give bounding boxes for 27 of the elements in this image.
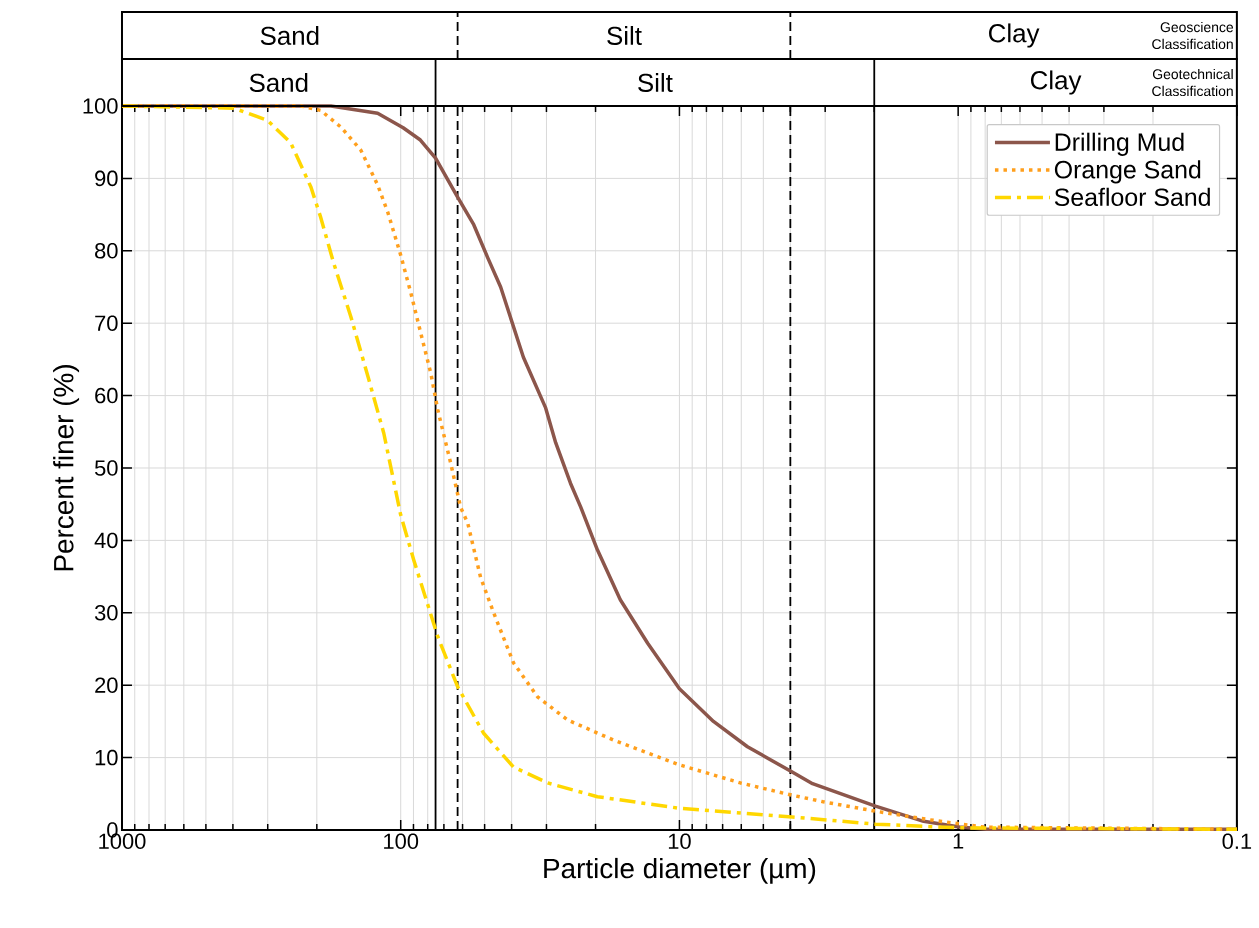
y-tick-label: 100 [83, 98, 118, 114]
legend-label: Drilling Mud [1055, 132, 1184, 156]
y-tick-label: 60 [95, 387, 118, 404]
legend-label: Seafloor Sand [1054, 187, 1210, 207]
y-tick-label: 10 [95, 749, 118, 766]
text: Clay [1030, 70, 1082, 95]
x-tick-label: 10 [668, 833, 691, 850]
text: Silt [607, 25, 642, 45]
y-tick-label: 80 [95, 243, 118, 259]
legend-label: Orange Sand [1054, 160, 1201, 184]
x-tick-label: 0.1 [1222, 833, 1252, 850]
text: Sand [260, 25, 319, 45]
y-tick-label: 30 [94, 605, 118, 621]
text: Geoscience Classification [1152, 21, 1234, 50]
y-tick-label: 40 [94, 532, 118, 549]
x-tick-label: 100 [384, 833, 419, 850]
x-tick-label: 1 [953, 833, 964, 849]
y-tick-label: 90 [95, 170, 118, 187]
x-axis-title: Particle diameter (µm) [544, 857, 816, 884]
text: Sand [249, 72, 308, 92]
y-tick-label: 70 [95, 315, 118, 331]
y-axis-title: Percent finer (%) [53, 365, 80, 571]
y-tick-label: 20 [95, 677, 118, 693]
text: Clay [989, 23, 1040, 48]
text: Silt [638, 72, 673, 92]
text: Geotechnical Classification [1152, 68, 1233, 97]
y-tick-label: 50 [94, 460, 118, 476]
